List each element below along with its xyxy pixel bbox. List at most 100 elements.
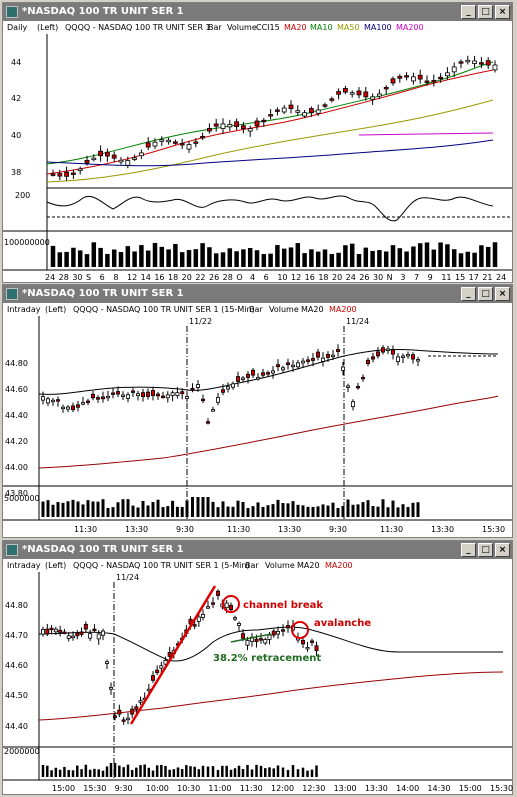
candle-body	[155, 393, 160, 397]
volume-bar	[264, 768, 267, 777]
candle-body	[49, 627, 54, 631]
candle-body	[295, 362, 300, 368]
volume-bar	[326, 505, 330, 517]
y-tick-5: 44.40	[5, 722, 28, 731]
volume-bar	[116, 502, 120, 517]
volume-label: Volume	[265, 561, 295, 570]
close-button[interactable]: ×	[495, 287, 510, 301]
candle-body	[170, 392, 175, 396]
candle-body	[254, 120, 260, 127]
volume-bar	[101, 770, 105, 777]
intraday-5min-svg[interactable]: 44.80 44.70 44.60 44.50 44.40 2000000 11…	[3, 572, 513, 795]
volume-bar	[336, 252, 341, 267]
candle-body	[320, 357, 325, 362]
candle-body	[395, 356, 400, 362]
candle-body	[465, 59, 471, 63]
close-button[interactable]: ×	[495, 5, 510, 19]
title-bar[interactable]: *NASDAQ 100 TR UNIT SER 1 _ □ ×	[3, 3, 512, 21]
volume-bar	[261, 506, 265, 517]
daily-chart-window[interactable]: *NASDAQ 100 TR UNIT SER 1 _ □ × Daily (L…	[2, 2, 513, 283]
maximize-button[interactable]: □	[478, 5, 493, 19]
candle-body	[335, 349, 340, 352]
candle-body	[200, 613, 205, 618]
minimize-button[interactable]: _	[461, 287, 476, 301]
maximize-button[interactable]: □	[478, 287, 493, 301]
candle-body	[472, 60, 478, 64]
y-tick-44: 44	[11, 58, 21, 67]
candle-body	[247, 128, 253, 132]
volume-bar	[349, 243, 355, 267]
volume-bar	[246, 507, 250, 517]
volume-bar	[125, 246, 131, 267]
cci-line	[46, 195, 494, 222]
volume-bar	[151, 770, 155, 777]
daily-chart-svg[interactable]: 44 42 40 38 200 100000000 24 28 30 S 6 8 12 14 1…	[3, 34, 512, 284]
volume-bar	[221, 765, 224, 777]
indicator-ma200: MA200	[396, 23, 424, 32]
minimize-button[interactable]: _	[461, 543, 476, 557]
x-tick-label: 15:30	[490, 784, 513, 793]
volume-bar	[155, 765, 159, 777]
volume-bar	[220, 252, 226, 267]
x-tick-label: 13:30	[278, 525, 301, 534]
date-marker-1122: 11/22	[189, 317, 212, 326]
y-tick-1: 44.80	[5, 601, 28, 610]
candle-body	[431, 80, 437, 83]
candle-body	[167, 652, 172, 657]
intraday-15min-chart-area[interactable]: 44.80 44.60 44.40 44.20 44.00 43.80 5000…	[3, 316, 512, 538]
title-bar[interactable]: *NASDAQ 100 TR UNIT SER 1 _ □ ×	[3, 541, 512, 559]
candle-body	[258, 638, 263, 641]
candle-body	[250, 369, 255, 376]
candle-body	[152, 141, 158, 147]
volume-bar	[206, 766, 210, 777]
daily-chart-area[interactable]: 44 42 40 38 200 100000000 24 28 30 S 6 8 12 14 1…	[3, 34, 512, 284]
volume-bar	[105, 766, 109, 777]
indicator-ma20: MA20	[301, 305, 324, 314]
x-tick-label: 15:00	[52, 784, 75, 793]
candle-body	[274, 109, 280, 112]
indicator-ma50: MA50	[337, 23, 360, 32]
candle-body	[53, 628, 58, 633]
candle-body	[376, 93, 382, 97]
maximize-button[interactable]: □	[478, 543, 493, 557]
y-tick-3: 44.40	[5, 411, 28, 420]
volume-bar	[147, 767, 151, 777]
candle-body	[315, 109, 321, 114]
volume-bar	[424, 242, 430, 267]
candle-body	[92, 628, 97, 632]
candle-body	[458, 61, 464, 64]
candle-body	[165, 394, 170, 399]
avalanche-circle	[291, 621, 309, 639]
candle-body	[41, 396, 46, 401]
x-tick-label: 6	[264, 273, 269, 282]
volume-bar	[50, 770, 53, 777]
volume-bars	[41, 763, 318, 777]
y-tick-4: 44.20	[5, 437, 28, 446]
close-button[interactable]: ×	[495, 543, 510, 557]
intraday-15min-window[interactable]: *NASDAQ 100 TR UNIT SER 1 _ □ × Intraday…	[2, 284, 513, 538]
volume-bar	[276, 765, 280, 777]
candle-body	[64, 171, 69, 177]
volume-bar	[57, 252, 63, 267]
volume-bar	[64, 251, 69, 267]
volume-bar	[197, 769, 201, 777]
volume-bar	[271, 504, 275, 517]
volume-bar	[386, 507, 390, 517]
volume-bar	[438, 242, 443, 267]
window-title: *NASDAQ 100 TR UNIT SER 1	[22, 6, 184, 17]
volume-bar	[295, 243, 301, 267]
volume-label: Volume	[269, 305, 299, 314]
y-tick-38: 38	[11, 168, 21, 177]
candle-body	[145, 142, 151, 148]
x-tick-label: 10	[277, 273, 287, 282]
intraday-5min-chart-area[interactable]: 44.80 44.70 44.60 44.50 44.40 2000000 11…	[3, 572, 513, 795]
volume-bar	[256, 502, 260, 517]
title-bar[interactable]: *NASDAQ 100 TR UNIT SER 1 _ □ ×	[3, 285, 512, 303]
volume-bar	[254, 250, 260, 267]
candle-body	[340, 366, 345, 371]
volume-bar	[41, 764, 45, 777]
intraday-15min-svg[interactable]: 44.80 44.60 44.40 44.20 44.00 43.80 5000…	[3, 316, 512, 538]
minimize-button[interactable]: _	[461, 5, 476, 19]
candle-body	[200, 136, 206, 139]
intraday-5min-window[interactable]: *NASDAQ 100 TR UNIT SER 1 _ □ × Intraday…	[2, 540, 513, 795]
